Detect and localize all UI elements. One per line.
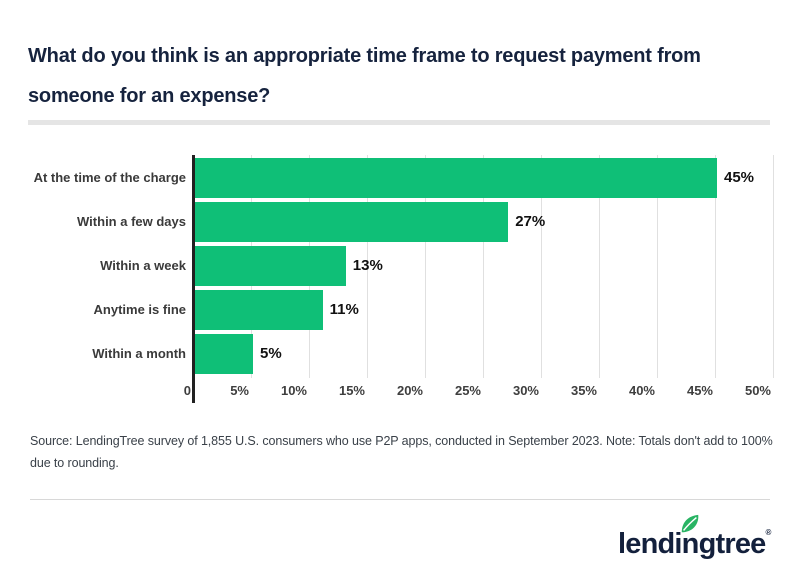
- title-divider: [28, 120, 770, 125]
- logo-wordmark: lendingtree: [618, 528, 766, 560]
- registered-trademark: ®: [765, 528, 772, 537]
- gridline: [367, 155, 368, 378]
- x-axis-tick-label: 30%: [512, 383, 539, 398]
- x-axis-tick-label: 10%: [280, 383, 307, 398]
- x-axis-tick-label: 40%: [628, 383, 655, 398]
- gridline: [425, 155, 426, 378]
- value-label: 5%: [260, 345, 282, 362]
- leaf-icon: [681, 514, 699, 533]
- x-axis-tick-label: 35%: [570, 383, 597, 398]
- x-axis-tick-label: 5%: [230, 383, 249, 398]
- y-axis-line: [192, 155, 195, 403]
- bar: [195, 290, 323, 330]
- x-axis-tick-label: 0: [183, 383, 191, 398]
- category-label: Anytime is fine: [93, 302, 186, 317]
- category-label: At the time of the charge: [33, 170, 186, 185]
- source-note: Source: LendingTree survey of 1,855 U.S.…: [30, 434, 773, 470]
- value-label: 27%: [515, 213, 546, 230]
- value-label: 45%: [724, 169, 755, 186]
- x-axis-tick-label: 45%: [686, 383, 713, 398]
- page-title: What do you think is an appropriate time…: [28, 36, 738, 116]
- title-line-2: someone for an expense?: [28, 85, 271, 107]
- value-label: 13%: [352, 257, 383, 274]
- bar: [195, 202, 509, 242]
- x-axis-tick-label: 20%: [396, 383, 423, 398]
- gridline: [483, 155, 484, 378]
- gridline: [715, 155, 716, 378]
- category-label: Within a month: [92, 346, 186, 361]
- value-label: 11%: [329, 301, 359, 318]
- x-axis-tick-label: 50%: [744, 383, 771, 398]
- footer-divider: [30, 499, 770, 500]
- gridline: [657, 155, 658, 378]
- category-label: Within a week: [100, 258, 186, 273]
- gridline: [599, 155, 600, 378]
- lendingtree-logo: lendingtree®: [618, 514, 788, 568]
- category-label: Within a few days: [77, 214, 186, 229]
- x-axis-tick-label: 25%: [454, 383, 481, 398]
- bar-chart: At the time of the charge 45% Within a few…: [0, 155, 800, 405]
- gridline: [773, 155, 774, 378]
- gridline: [541, 155, 542, 378]
- x-axis-tick-label: 15%: [338, 383, 365, 398]
- title-line-1: What do you think is an appropriate time…: [28, 45, 701, 67]
- bar: [195, 246, 346, 286]
- bar: [195, 158, 717, 198]
- bar: [195, 334, 253, 374]
